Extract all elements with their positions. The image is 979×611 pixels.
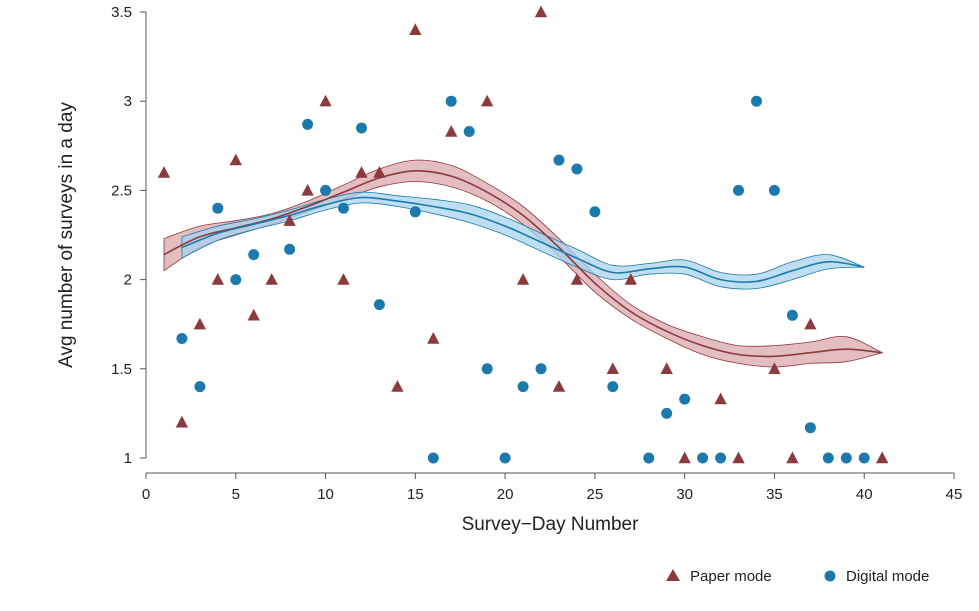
paper-point — [373, 166, 386, 178]
digital-point — [571, 163, 583, 175]
y-tick-label: 1.5 — [111, 361, 132, 378]
paper-point — [193, 317, 206, 330]
digital-point — [768, 184, 780, 196]
y-tick-label: 1 — [124, 450, 132, 467]
paper-point — [445, 125, 458, 137]
digital-point — [733, 184, 744, 196]
digital-point — [804, 422, 816, 434]
digital-point — [320, 184, 332, 196]
x-tick-label: 0 — [142, 486, 150, 503]
digital-point — [427, 452, 439, 464]
legend-label-paper: Paper mode — [690, 568, 772, 585]
paper-point — [481, 94, 494, 107]
paper-point — [283, 214, 296, 226]
paper-point — [552, 380, 566, 392]
x-tick-label: 10 — [317, 486, 334, 503]
legend-circle-marker — [824, 570, 836, 582]
digital-point — [481, 363, 493, 375]
paper-point — [660, 362, 673, 374]
digital-point — [373, 299, 385, 311]
paper-point — [570, 273, 584, 285]
smooth-line — [163, 169, 883, 358]
paper-point — [768, 362, 781, 374]
y-axis-title: Avg number of surveys in a day — [56, 102, 77, 368]
digital-point — [356, 122, 367, 134]
paper-point — [409, 23, 422, 35]
paper-point — [301, 183, 314, 196]
axes: 1 1.5 2 2.5 3 3.5 0 5 10 15 20 25 30 35 40 45 — [111, 4, 962, 503]
digital-point — [858, 452, 870, 464]
legend: Paper mode Digital mode — [666, 568, 929, 585]
paper-point — [876, 451, 889, 464]
digital-point — [176, 333, 188, 344]
digital-point — [212, 202, 224, 214]
digital-point — [679, 393, 691, 405]
paper-point — [229, 153, 242, 166]
digital-point — [715, 452, 727, 464]
paper-point — [175, 415, 189, 428]
digital-point — [194, 381, 206, 393]
paper-point — [247, 308, 260, 321]
y-tick-label: 2.5 — [111, 182, 132, 199]
digital-point — [409, 206, 421, 218]
digital-point — [445, 95, 457, 107]
digital-point — [499, 452, 511, 464]
digital-point — [589, 206, 601, 218]
paper-point — [732, 451, 745, 464]
digital-point — [517, 381, 529, 393]
digital-point — [535, 363, 547, 375]
x-tick-label: 45 — [946, 486, 963, 503]
digital-point — [822, 452, 834, 464]
digital-point — [607, 381, 619, 393]
x-tick-label: 40 — [856, 486, 873, 503]
digital-point — [338, 202, 349, 214]
paper-point — [606, 362, 619, 374]
data-points — [157, 5, 889, 464]
legend-triangle-marker — [666, 569, 680, 581]
paper-point — [534, 5, 548, 18]
x-tick-label: 30 — [676, 486, 693, 503]
digital-point — [661, 407, 673, 419]
digital-point — [697, 452, 709, 464]
paper-point — [157, 166, 171, 178]
digital-point — [284, 243, 296, 255]
x-tick-label: 25 — [587, 486, 604, 503]
digital-point — [643, 452, 655, 464]
digital-point — [230, 274, 242, 286]
smooth-line — [181, 196, 865, 283]
paper-point — [319, 94, 332, 107]
paper-point — [337, 273, 350, 285]
x-axis-title: Survey−Day Number — [462, 514, 640, 535]
x-tick-label: 15 — [407, 486, 424, 503]
x-tick-label: 5 — [232, 486, 240, 503]
digital-point — [840, 452, 852, 464]
paper-point — [678, 451, 691, 464]
paper-point — [211, 273, 224, 285]
legend-label-digital: Digital mode — [846, 568, 929, 585]
paper-point — [624, 273, 637, 285]
digital-point — [248, 249, 260, 261]
paper-point — [714, 392, 727, 405]
paper-point — [786, 451, 799, 464]
paper-point — [804, 317, 817, 330]
y-tick-label: 2 — [124, 272, 132, 289]
paper-point — [391, 380, 404, 392]
paper-point — [427, 332, 440, 344]
smooth-lines — [163, 169, 883, 358]
digital-point — [553, 154, 565, 166]
x-tick-label: 20 — [497, 486, 514, 503]
y-tick-label: 3 — [124, 93, 132, 110]
paper-point — [265, 273, 278, 285]
digital-point — [751, 95, 762, 107]
digital-point — [786, 309, 798, 321]
y-tick-label: 3.5 — [111, 4, 132, 21]
digital-point — [302, 118, 314, 130]
paper-point — [516, 273, 530, 285]
x-tick-label: 35 — [766, 486, 783, 503]
paper-point — [355, 166, 368, 178]
digital-point — [463, 126, 475, 137]
